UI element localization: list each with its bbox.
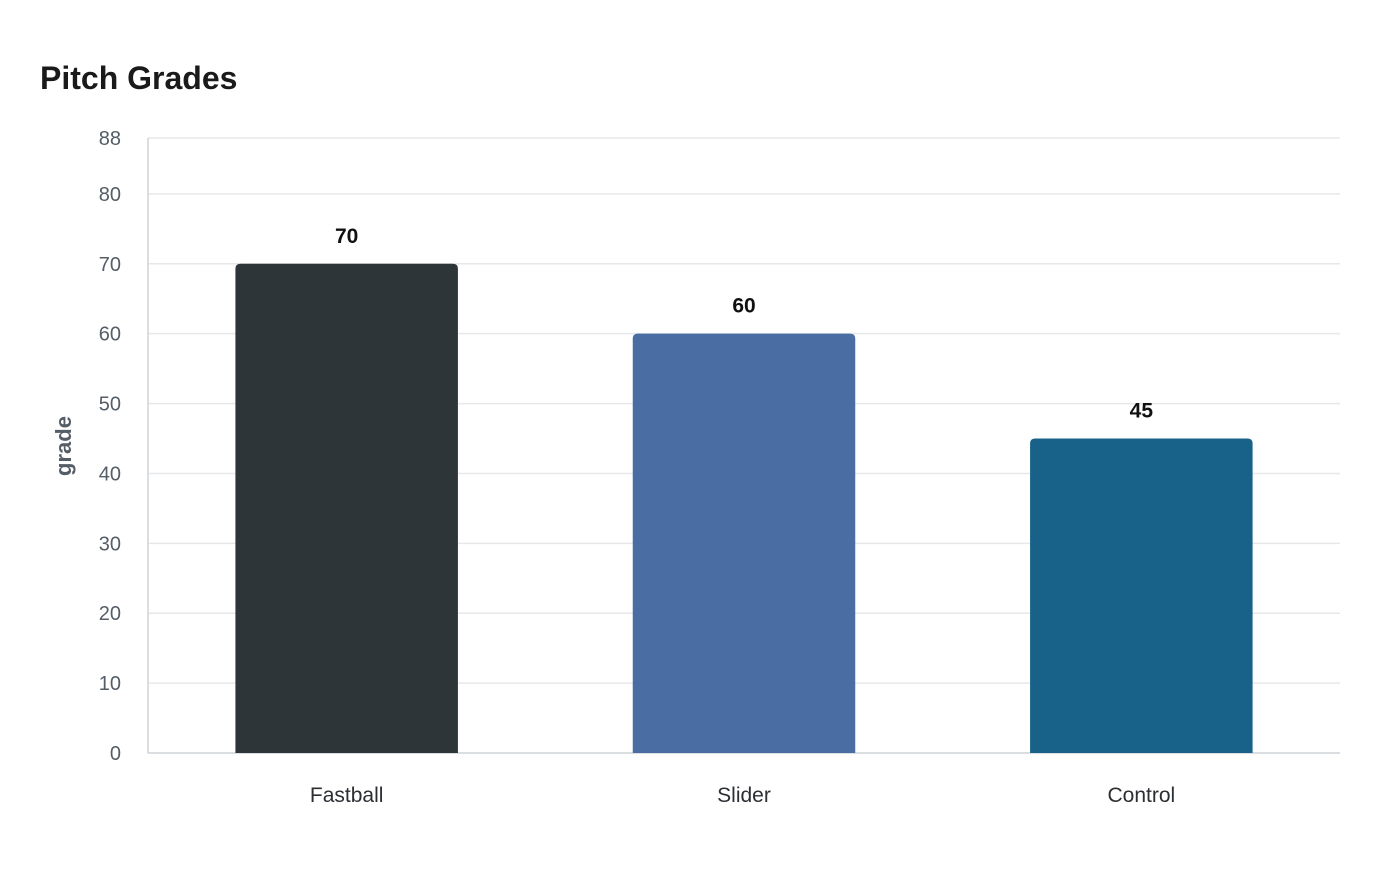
y-tick-label: 70 (99, 254, 121, 276)
bar-slider (632, 333, 856, 753)
x-category-label: Slider (717, 784, 771, 807)
y-tick-label: 50 (99, 394, 121, 416)
y-tick-label: 60 (99, 324, 121, 346)
y-tick-label: 0 (110, 743, 121, 765)
y-tick-label: 10 (99, 673, 121, 695)
x-axis-labels: Fastball Slider Control (310, 784, 1175, 807)
y-tick-label: 30 (99, 533, 121, 555)
y-axis-ticks: 0 10 20 30 40 50 60 70 80 88 (99, 128, 121, 765)
value-labels: 70 60 45 (335, 225, 1153, 423)
bar-value-label: 60 (732, 295, 755, 318)
y-axis-title: grade (51, 416, 76, 476)
bar-value-label: 45 (1130, 400, 1154, 423)
bars (235, 263, 1253, 753)
y-tick-label: 80 (99, 184, 121, 206)
x-category-label: Control (1107, 784, 1175, 807)
y-tick-label: 20 (99, 603, 121, 625)
chart-title: Pitch Grades (40, 60, 238, 96)
y-tick-label: 88 (99, 128, 121, 150)
bar-fastball (235, 263, 458, 753)
bar-value-label: 70 (335, 225, 358, 248)
x-category-label: Fastball (310, 784, 384, 807)
bar-control (1030, 438, 1253, 753)
y-tick-label: 40 (99, 463, 121, 485)
